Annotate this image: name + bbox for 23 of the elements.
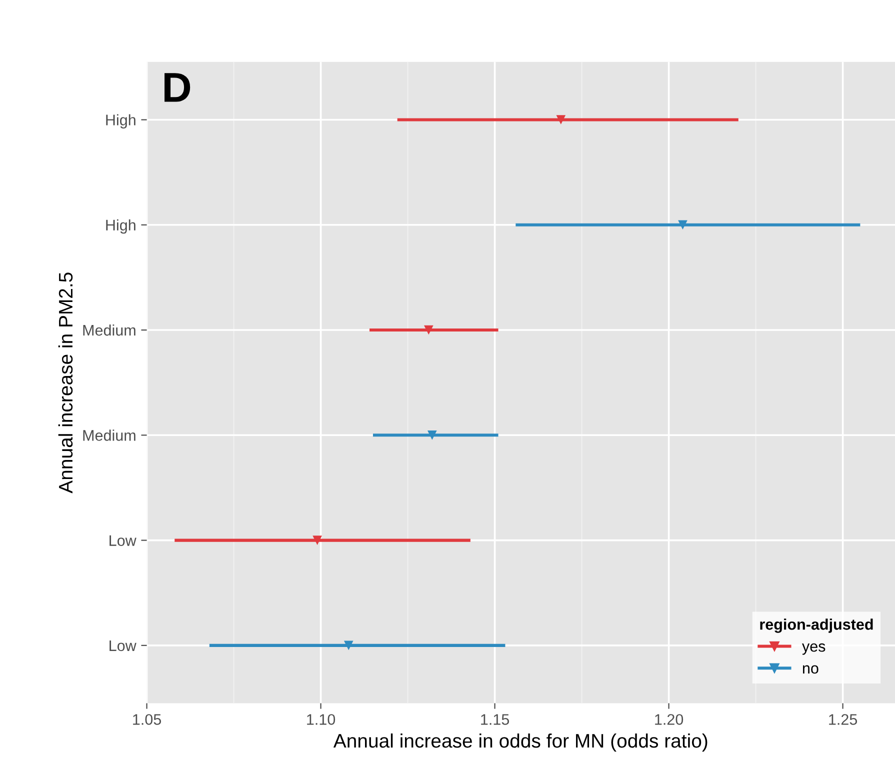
y-tick-label: Low — [110, 640, 136, 652]
point — [556, 115, 566, 124]
x-tick-label: 1.25 — [829, 714, 858, 725]
legend-label: yes — [802, 643, 826, 655]
y-tick-label: High — [106, 219, 136, 234]
point — [312, 536, 322, 545]
x-tick-label: 1.05 — [133, 714, 162, 725]
point — [344, 640, 354, 650]
point — [678, 220, 688, 230]
y-tick-label: Medium — [83, 430, 136, 441]
y-tick-label: Medium — [83, 324, 136, 336]
y-tick-label: Low — [110, 535, 136, 546]
x-axis-title: Annual increase in odds for MN (odds ratio) — [333, 733, 708, 752]
x-tick-label: 1.15 — [481, 714, 510, 725]
annotation: D — [164, 73, 190, 102]
legend-title: region-adjusted — [760, 618, 873, 633]
point — [427, 430, 437, 440]
x-tick-label: 1.10 — [307, 714, 336, 725]
point — [424, 325, 434, 335]
y-axis-title: Annual increase in PM2.5 — [58, 272, 73, 494]
legend-label: no — [802, 665, 818, 674]
y-tick-label: High — [106, 114, 136, 128]
x-tick-label: 1.20 — [655, 714, 684, 725]
